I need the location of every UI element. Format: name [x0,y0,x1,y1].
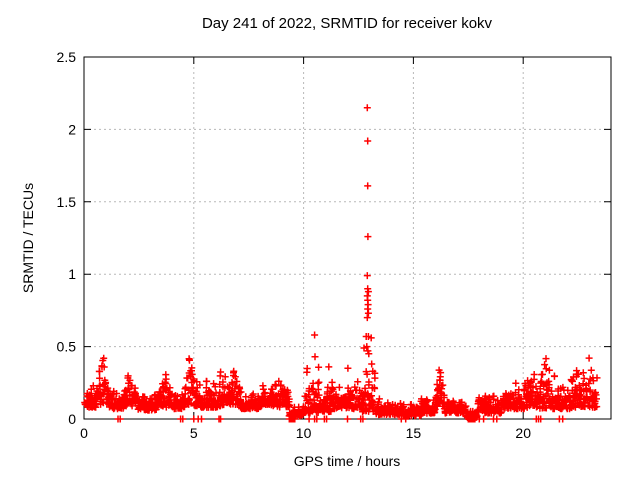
x-tick-label: 20 [515,425,531,441]
y-tick-label: 2.5 [57,49,77,65]
outlier-points [311,104,377,375]
x-tick-label: 0 [80,425,88,441]
zero-value-points [114,415,567,423]
x-tick-label: 5 [190,425,198,441]
x-tick-label: 10 [296,425,312,441]
grid-lines [84,57,611,419]
y-tick-label: 0.5 [57,339,77,355]
chart-title: Day 241 of 2022, SRMTID for receiver kok… [201,15,493,32]
y-tick-label: 1 [68,266,76,282]
y-tick-label: 2 [68,121,76,137]
data-points [81,354,601,421]
x-tick-label: 15 [406,425,422,441]
tick-marks [83,56,611,420]
y-tick-label: 1.5 [57,194,77,210]
x-axis-label: GPS time / hours [293,453,401,469]
plot-border [83,56,612,420]
y-tick-label: 0 [68,411,76,427]
